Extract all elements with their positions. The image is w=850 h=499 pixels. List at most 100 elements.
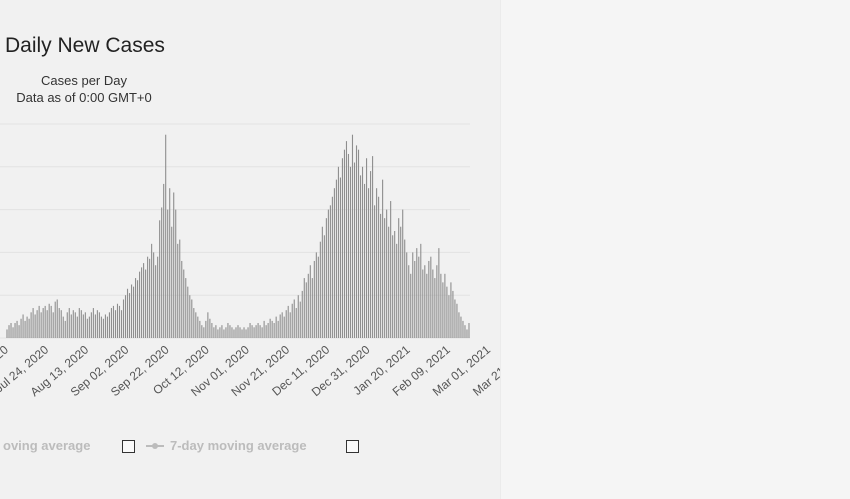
bar[interactable] (462, 320, 464, 338)
bar[interactable] (183, 269, 185, 338)
bar[interactable] (159, 220, 161, 338)
bar[interactable] (404, 239, 406, 338)
bar[interactable] (333, 188, 335, 338)
bar[interactable] (195, 312, 197, 338)
bar[interactable] (62, 316, 64, 338)
bar[interactable] (86, 318, 88, 338)
bar[interactable] (80, 310, 82, 338)
bar[interactable] (368, 188, 370, 338)
bar[interactable] (424, 265, 426, 338)
legend-checkbox-2[interactable] (346, 440, 359, 453)
bar[interactable] (185, 278, 187, 338)
bar[interactable] (237, 325, 239, 338)
bar[interactable] (110, 308, 112, 338)
bar[interactable] (428, 260, 430, 338)
bar[interactable] (90, 312, 92, 338)
bar[interactable] (122, 299, 125, 338)
bar[interactable] (189, 295, 191, 338)
bar[interactable] (229, 325, 231, 338)
bar[interactable] (460, 316, 462, 338)
bar[interactable] (100, 316, 102, 338)
bar[interactable] (325, 218, 327, 338)
bar[interactable] (94, 314, 96, 338)
bar[interactable] (327, 209, 329, 338)
bar[interactable] (38, 305, 40, 338)
bar[interactable] (147, 256, 149, 338)
bar[interactable] (76, 316, 78, 338)
bar[interactable] (255, 325, 257, 338)
bar[interactable] (430, 256, 432, 338)
bar[interactable] (456, 303, 458, 338)
bar[interactable] (52, 312, 54, 338)
bar[interactable] (422, 269, 424, 338)
bar[interactable] (104, 314, 106, 338)
bar[interactable] (269, 318, 271, 338)
bar[interactable] (305, 282, 307, 338)
bar[interactable] (321, 226, 323, 338)
bar[interactable] (402, 209, 404, 338)
bar[interactable] (341, 158, 343, 338)
bar[interactable] (30, 312, 32, 338)
bar[interactable] (259, 325, 261, 338)
bar[interactable] (343, 149, 346, 338)
bar[interactable] (380, 213, 382, 338)
bar[interactable] (36, 310, 38, 338)
bar[interactable] (54, 301, 56, 338)
legend-item-7-day-moving-average[interactable]: 7-day moving average (170, 438, 307, 453)
bar[interactable] (438, 248, 440, 338)
bar[interactable] (34, 314, 36, 338)
bar[interactable] (24, 320, 26, 338)
bar[interactable] (10, 323, 12, 338)
bar[interactable] (464, 325, 466, 338)
bar[interactable] (161, 207, 163, 338)
bar[interactable] (171, 226, 173, 338)
bar[interactable] (201, 325, 203, 338)
bar[interactable] (84, 312, 86, 338)
bar[interactable] (454, 299, 456, 338)
bar[interactable] (203, 327, 205, 338)
bar[interactable] (257, 323, 259, 338)
bar[interactable] (319, 241, 321, 338)
bar[interactable] (394, 231, 396, 338)
bar[interactable] (392, 235, 394, 338)
bar[interactable] (295, 308, 297, 338)
bar[interactable] (106, 316, 108, 338)
bar[interactable] (468, 323, 470, 338)
bar[interactable] (92, 308, 94, 338)
bar[interactable] (249, 323, 251, 338)
bar[interactable] (68, 308, 70, 338)
bar[interactable] (120, 310, 123, 338)
bar[interactable] (418, 256, 420, 338)
bar[interactable] (44, 305, 46, 338)
bar[interactable] (444, 273, 446, 338)
bar[interactable] (440, 273, 442, 338)
bar[interactable] (374, 205, 376, 338)
bar[interactable] (56, 299, 58, 338)
bar[interactable] (207, 312, 209, 338)
bar[interactable] (271, 320, 273, 338)
bar[interactable] (241, 329, 243, 338)
bar[interactable] (378, 196, 380, 338)
bar[interactable] (416, 248, 418, 338)
bar[interactable] (78, 308, 80, 338)
bar[interactable] (135, 278, 137, 338)
bar[interactable] (442, 282, 444, 338)
bar[interactable] (22, 314, 24, 338)
bar[interactable] (388, 226, 390, 338)
bar[interactable] (396, 243, 398, 338)
bar[interactable] (398, 218, 400, 338)
bar[interactable] (179, 239, 181, 338)
bar[interactable] (335, 179, 337, 338)
bar[interactable] (297, 295, 299, 338)
bar[interactable] (187, 286, 189, 338)
bar[interactable] (331, 196, 333, 338)
bar[interactable] (285, 310, 287, 338)
bar[interactable] (139, 271, 141, 338)
bar[interactable] (96, 310, 98, 338)
bar[interactable] (6, 329, 8, 338)
bar[interactable] (153, 252, 155, 338)
bar[interactable] (169, 188, 171, 338)
bar[interactable] (205, 320, 207, 338)
bar[interactable] (231, 327, 233, 338)
bar[interactable] (279, 314, 281, 338)
